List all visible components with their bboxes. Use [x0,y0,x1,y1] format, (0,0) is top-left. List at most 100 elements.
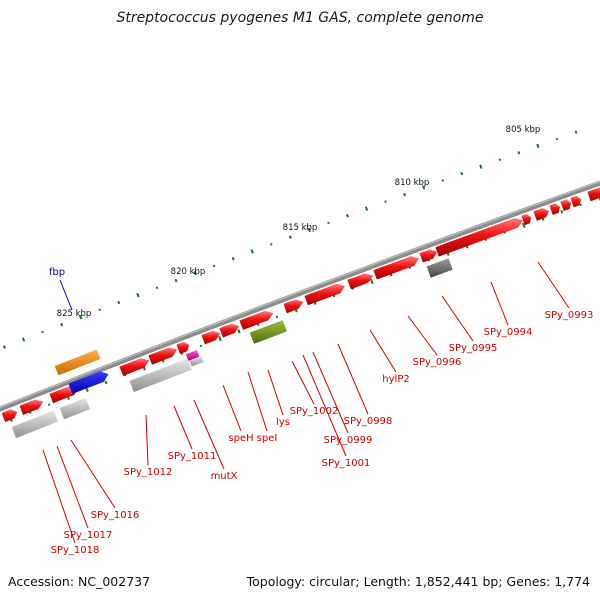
accession-text: Accession: NC_002737 [8,574,150,589]
gc-mark [517,151,521,155]
gene-label-spy-1001[interactable]: SPy_1001 [322,458,371,469]
gene-arrow[interactable] [129,358,192,393]
gc-mark [155,286,159,290]
gene-arrow[interactable] [54,349,101,376]
gene-label-hylp2[interactable]: hylP2 [382,374,409,385]
gene-label-spy-1017[interactable]: SPy_1017 [64,530,113,541]
gene-arrow[interactable] [435,218,524,257]
gene-label-spei[interactable]: speI [257,433,278,444]
gc-mark [422,185,426,190]
gc-mark [346,214,349,218]
label-leader-line [369,329,397,373]
gc-mark [193,270,197,276]
gc-mark [327,221,330,225]
gene-arrow[interactable] [249,320,287,344]
kbp-tick-label: 820 kbp [171,267,206,277]
gene-arrow[interactable] [219,323,240,338]
gc-mark [98,308,102,312]
gene-arrow[interactable] [347,273,374,290]
gene-arrow[interactable] [49,387,76,404]
gc-mark [218,335,222,342]
gc-mark [237,329,241,334]
gene-arrow[interactable] [59,397,90,420]
gc-mark [41,330,44,334]
gc-mark [479,164,483,169]
gc-mark [79,314,83,320]
kbp-tick-label: 815 kbp [283,223,318,233]
gene-arrow[interactable] [68,371,109,394]
gc-mark [275,315,279,319]
gene-arrow[interactable] [570,195,582,208]
gc-mark [574,130,578,134]
label-leader-line [537,261,570,309]
gc-mark [555,137,559,141]
label-leader-line [337,343,369,415]
gene-arrow[interactable] [19,399,44,415]
label-leader-line [145,414,149,466]
gene-arrow[interactable] [189,356,204,367]
gc-mark [579,203,583,207]
gene-label-fbp[interactable]: fbp [49,267,65,278]
gc-mark [117,300,121,305]
map-title: Streptococcus pyogenes M1 GAS, complete … [116,10,483,26]
gene-arrow[interactable] [549,203,561,215]
label-leader-line [42,449,76,544]
gc-mark [441,179,445,182]
label-leader-line [193,399,225,470]
gc-mark [104,380,108,385]
gene-label-spy-0999[interactable]: SPy_0999 [324,435,373,446]
gene-label-spy-1012[interactable]: SPy_1012 [124,467,173,478]
gene-arrow[interactable] [560,199,572,211]
label-leader-line [291,360,315,405]
gc-mark [384,200,387,203]
gc-mark [174,278,178,283]
gene-arrow[interactable] [148,347,178,365]
gc-mark [288,235,292,239]
gene-label-spy-1016[interactable]: SPy_1016 [91,510,140,521]
genome-backbone [0,180,600,412]
gc-mark [60,322,64,327]
gc-mark [21,337,26,342]
gene-arrow[interactable] [426,258,453,278]
label-leader-line [173,405,193,450]
genome-summary-text: Topology: circular; Length: 1,852,441 bp… [246,574,590,589]
gene-arrow[interactable] [587,187,600,202]
gene-labels: SPy_0993 SPy_0994 SPy_0995 SPy_0996 hylP2 SPy… [49,267,593,556]
gene-arrow[interactable] [201,330,221,345]
gene-label-spy-0995[interactable]: SPy_0995 [449,343,498,354]
gene-label-spy-0998[interactable]: SPy_0998 [344,416,393,427]
gene-label-spy-0994[interactable]: SPy_0994 [484,327,533,338]
gc-mark [231,256,235,261]
gene-arrow[interactable] [304,283,346,306]
gene-arrow[interactable] [119,358,150,376]
gene-label-spy-0996[interactable]: SPy_0996 [413,357,462,368]
gene-arrow[interactable] [283,299,304,314]
kbp-ticks: 805 kbp 810 kbp 815 kbp 820 kbp 825 kbp [57,125,541,319]
gc-mark [536,143,540,149]
gene-label-spy-1011[interactable]: SPy_1011 [168,451,217,462]
gc-mark [136,292,140,298]
gene-label-mutx[interactable]: mutX [211,471,238,482]
gc-mark [250,249,254,254]
gene-arrow[interactable] [521,213,532,226]
label-leader-line [407,315,438,356]
gene-label-spy-0993[interactable]: SPy_0993 [545,310,594,321]
gene-label-lys[interactable]: lys [276,417,290,428]
gene-arrow[interactable] [419,249,438,263]
gene-label-spy-1002[interactable]: SPy_1002 [290,406,339,417]
gene-arrow[interactable] [533,208,550,221]
gene-arrow[interactable] [185,350,200,361]
gene-label-speh[interactable]: speH [228,433,253,444]
gene-arrow[interactable] [11,410,58,439]
gc-mark [85,387,89,393]
gc-mark [364,206,369,211]
gene-arrow[interactable] [373,256,420,280]
label-leader-line [70,439,116,509]
gene-label-spy-1018[interactable]: SPy_1018 [51,545,100,556]
gc-mark [521,222,526,229]
gene-arrow[interactable] [176,341,190,354]
gene-arrow[interactable] [239,310,274,330]
gene-features [1,187,600,439]
gene-arrow[interactable] [1,409,18,423]
